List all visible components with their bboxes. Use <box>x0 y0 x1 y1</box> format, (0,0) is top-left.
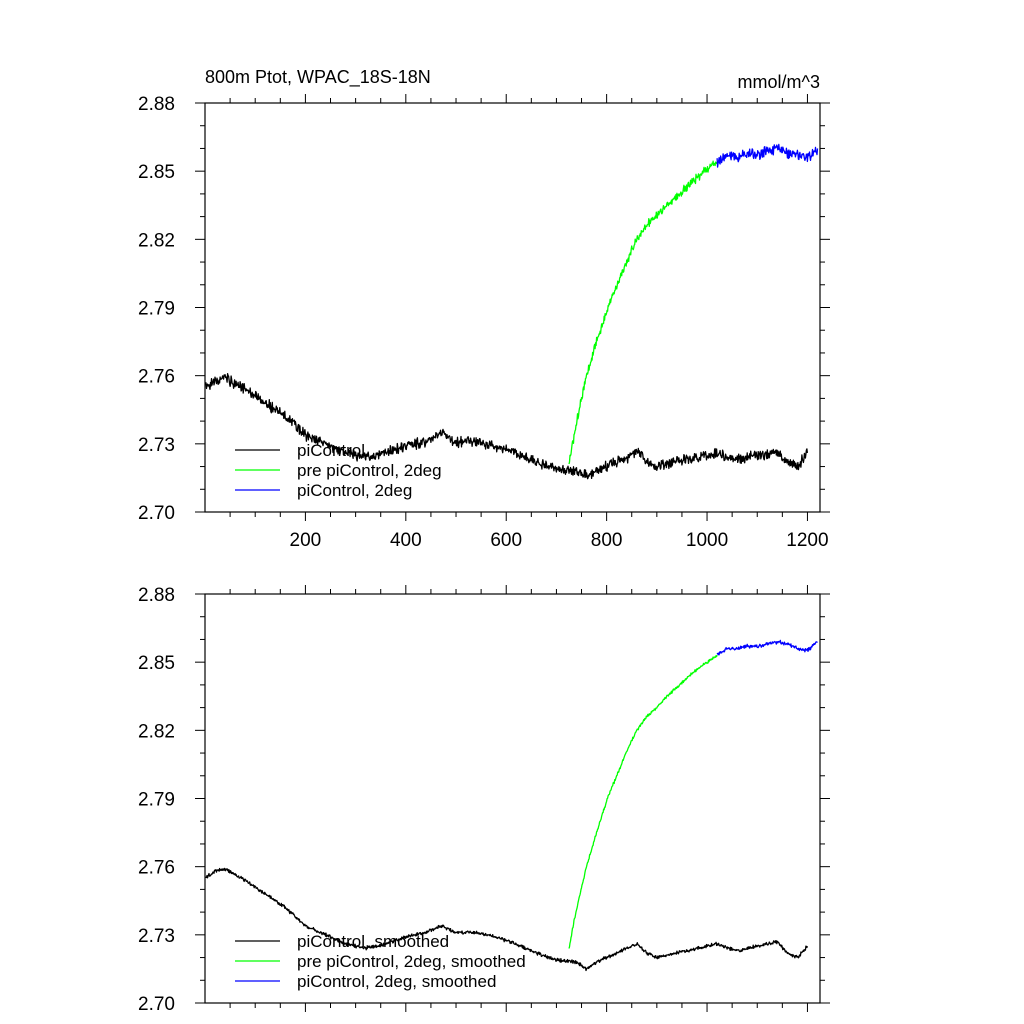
bottom-panel: 2.70 2.73 2.76 2.79 2.82 2.85 2.88 piControl, s… <box>138 585 830 1015</box>
y-tick-label: 2.70 <box>138 503 175 524</box>
legend-label-0: piControl, smoothed <box>297 932 449 951</box>
y-tick-label: 2.70 <box>138 994 175 1015</box>
x-tick-label: 200 <box>290 530 322 551</box>
units-label: mmol/m^3 <box>738 72 820 92</box>
series-line-2 <box>716 639 818 656</box>
y-tick-label: 2.82 <box>138 721 175 742</box>
x-tick-label: 1200 <box>786 530 828 551</box>
y-tick-label: 2.73 <box>138 926 175 947</box>
y-tick-label: 2.85 <box>138 653 175 674</box>
legend-label-1: pre piControl, 2deg <box>297 461 442 480</box>
y-tick-label: 2.85 <box>138 162 175 183</box>
y-tick-label: 2.76 <box>138 367 175 388</box>
series-line-0 <box>204 372 809 480</box>
x-tick-label: 1000 <box>686 530 728 551</box>
series-line-1 <box>568 654 718 949</box>
chart-title: 800m Ptot, WPAC_18S-18N <box>205 67 431 88</box>
legend-label-0: piControl <box>297 441 365 460</box>
y-tick-label: 2.88 <box>138 94 175 115</box>
series-line-0 <box>205 867 809 972</box>
y-tick-label: 2.76 <box>138 858 175 879</box>
top-panel: 200 400 600 800 1000 1200 2.70 2.73 2.76 2.79 2.82… <box>138 67 830 551</box>
x-tick-label: 800 <box>591 530 623 551</box>
series-line-1 <box>568 160 718 465</box>
y-tick-label: 2.88 <box>138 585 175 606</box>
y-tick-label: 2.79 <box>138 299 175 320</box>
legend-label-1: pre piControl, 2deg, smoothed <box>297 952 526 971</box>
y-tick-label: 2.79 <box>138 790 175 811</box>
series-line-2 <box>716 143 819 168</box>
y-tick-label: 2.73 <box>138 435 175 456</box>
legend-label-2: piControl, 2deg <box>297 481 412 500</box>
y-tick-label: 2.82 <box>138 230 175 251</box>
x-tick-label: 600 <box>490 530 522 551</box>
legend-label-2: piControl, 2deg, smoothed <box>297 972 496 991</box>
x-tick-label: 400 <box>390 530 422 551</box>
